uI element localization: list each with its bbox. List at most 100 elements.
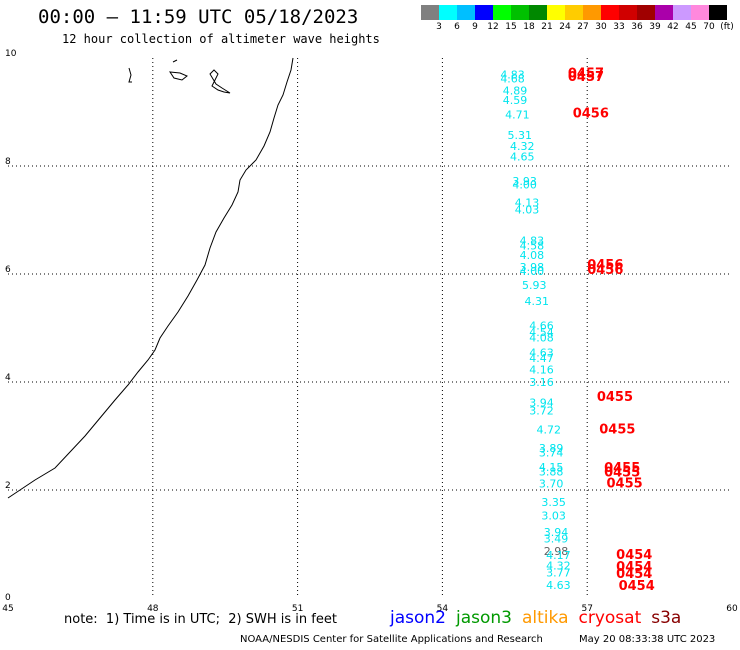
colorbar-swatch [691,5,709,20]
swh-value-label: 4.32 [546,559,571,572]
pass-time-label: 0457 [568,66,604,81]
x-tick-label: 51 [292,604,303,614]
pass-time-label: 0456 [573,106,609,121]
swh-value-label: 4.68 [500,72,525,85]
pass-time-label: 0454 [616,548,652,563]
colorbar-tick-label: 3 [436,22,442,32]
colorbar-tick-label: 70 [703,22,715,32]
legend-cryosat: cryosat [578,608,642,628]
swh-value-label: 3.49 [544,532,569,545]
colorbar-swatch [673,5,691,20]
swh-value-label: 4.65 [510,151,535,164]
swh-value-label: 3.94 [544,526,569,539]
legend-jason3: jason3 [456,608,512,628]
island [128,67,132,83]
swh-value-label: 4.00 [512,179,537,192]
coastline [7,57,294,499]
colorbar-swatch [511,5,529,20]
x-tick-label: 60 [726,604,738,614]
x-tick-label: 57 [581,604,592,614]
x-tick-label: 48 [147,604,159,614]
y-tick-label: 10 [5,49,17,59]
swh-value-label: 3.74 [539,447,564,460]
y-tick-label: 8 [5,157,11,167]
colorbar-tick-label: 33 [613,22,625,32]
swh-value-label: 4.58 [520,240,545,253]
pass-time-label: 0454 [616,560,652,575]
swh-value-label: 4.63 [529,347,554,360]
islands [128,59,231,94]
pass-time-label: 0455 [607,476,643,491]
map-subtitle: 12 hour collection of altimeter wave hei… [62,32,380,46]
colorbar-swatch [637,5,655,20]
pass-time-label: 0454 [619,579,655,594]
swh-value-label: 3.98 [520,261,545,274]
colorbar-unit: (ft) [720,22,734,32]
colorbar-swatch [655,5,673,20]
credit-text: NOAA/NESDIS Center for Satellite Applica… [240,634,543,645]
swh-value-label: 5.31 [508,129,533,142]
y-tick-label: 6 [5,265,11,275]
axis-tick-labels: 45 48 51 54 57 60 0 2 4 6 8 10 [2,49,738,614]
colorbar-tick-label: 15 [505,22,517,32]
map-title: 00:00 – 11:59 UTC 05/18/2023 [38,6,359,28]
colorbar-tick-label: 39 [649,22,661,32]
x-tick-label: 45 [2,604,13,614]
colorbar-swatch [439,5,457,20]
colorbar-swatch [565,5,583,20]
swh-value-label: 4.00 [520,265,545,278]
colorbar-swatch [529,5,547,20]
footer-note: note: 1) Time is in UTC; 2) SWH is in fe… [64,612,337,627]
legend-altika: altika [522,608,569,628]
satellite-legend: jason2 jason3 altika cryosat s3a [390,608,691,628]
swh-value-label: 4.59 [503,94,528,107]
swh-value-label: 3.77 [546,566,571,579]
legend-s3a: s3a [651,608,682,628]
colorbar-swatch [421,5,439,20]
colorbar-tick-label: 30 [595,22,607,32]
swh-value-label: 4.31 [524,295,549,308]
colorbar-swatch [457,5,475,20]
pass-time-label: 0457 [568,70,604,85]
colorbar-tick-label: 9 [472,22,478,32]
swh-value-label: 4.32 [510,140,535,153]
y-tick-label: 4 [5,373,11,383]
colorbar-tick-label: 36 [631,22,643,32]
colorbar-swatch [547,5,565,20]
pass-time-label: 0456 [587,263,623,278]
colorbar-tick-label: 21 [541,22,553,32]
swh-value-label: 4.17 [546,549,571,562]
swh-value-label: 4.83 [500,69,525,82]
swh-value-label: 4.66 [529,320,554,333]
swh-value-label: 4.54 [529,326,554,339]
pass-time-labels: 0457045704560456045604550455045504550455… [568,66,655,593]
colorbar-tick-label: 18 [523,22,535,32]
swh-value-label: 3.93 [512,175,537,188]
wave-height-colorbar: 3 6 9 12 15 18 21 24 27 30 33 36 39 42 45 70 (ft) [421,5,734,35]
swh-value-label: 3.35 [541,496,566,509]
generated-timestamp: May 20 08:33:38 UTC 2023 [579,634,716,645]
pass-time-label: 0456 [587,258,623,273]
swh-value-label: 5.93 [522,279,547,292]
colorbar-swatch [583,5,601,20]
swh-value-label: 3.16 [529,376,554,389]
colorbar-swatch [493,5,511,20]
island [168,59,188,81]
swh-value-label: 4.15 [539,461,564,474]
colorbar-tick-label: 45 [685,22,697,32]
swh-value-label: 4.63 [546,579,571,592]
map-grid [8,58,732,598]
colorbar-tick-label: 24 [559,22,571,32]
island [209,69,231,94]
swh-value-label: 4.03 [515,204,540,217]
x-tick-label: 54 [437,604,449,614]
colorbar-tick-label: 27 [577,22,589,32]
colorbar-swatch [601,5,619,20]
pass-time-label: 0455 [597,390,633,405]
colorbar-tick-label: 42 [667,22,679,32]
colorbar-swatch [475,5,493,20]
swh-value-label: 4.08 [520,249,545,262]
swh-value-label: 3.88 [539,465,564,478]
colorbar-tick-label: 6 [454,22,460,32]
